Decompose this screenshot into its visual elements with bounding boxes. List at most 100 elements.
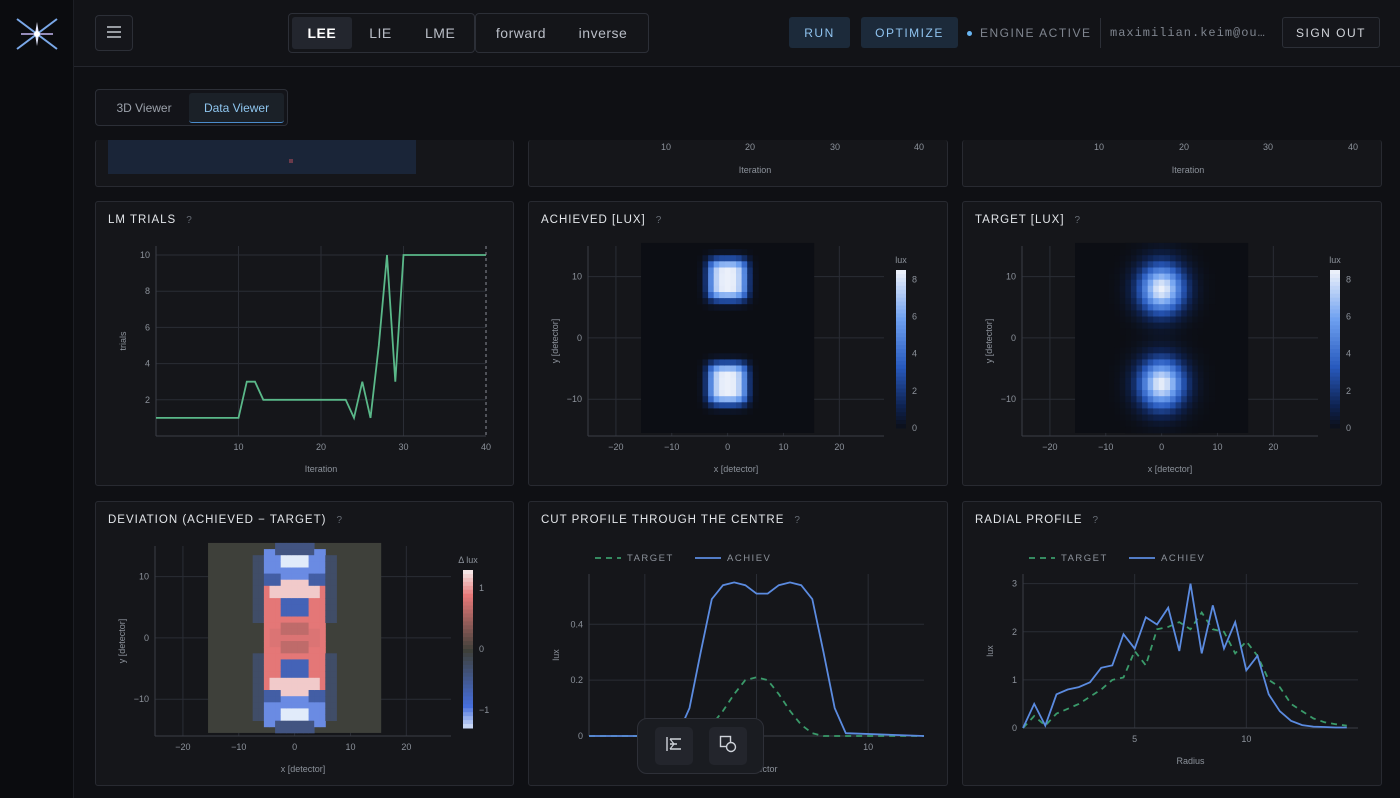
heatmap-cell bbox=[1170, 359, 1176, 366]
heatmap-cell bbox=[291, 720, 298, 728]
heatmap-cell bbox=[1158, 292, 1165, 299]
heatmap-cell bbox=[713, 285, 720, 293]
heatmap-cell bbox=[303, 573, 309, 581]
heatmap-cell bbox=[1125, 267, 1132, 274]
heatmap-cell bbox=[319, 665, 326, 672]
heatmap-cell bbox=[747, 383, 754, 391]
shapes-button[interactable] bbox=[708, 727, 747, 765]
heatmap-cell bbox=[1136, 359, 1143, 366]
heatmap-cell bbox=[730, 353, 737, 360]
heatmap-cell bbox=[747, 377, 754, 385]
heatmap-cell bbox=[1164, 377, 1171, 385]
heatmap-cell bbox=[275, 659, 282, 666]
heatmap-cell bbox=[286, 561, 293, 568]
heatmap-cell bbox=[263, 579, 270, 587]
mode-tab-lee[interactable]: LEE bbox=[292, 17, 352, 49]
heatmap-cell bbox=[747, 255, 754, 262]
colorbar-step bbox=[463, 641, 473, 646]
help-icon[interactable]: ? bbox=[1092, 515, 1100, 526]
heatmap-cell bbox=[1153, 396, 1160, 403]
heatmap-cell bbox=[1119, 383, 1126, 391]
heatmap-cell bbox=[291, 702, 298, 709]
heatmap-cell bbox=[696, 298, 703, 305]
help-icon[interactable]: ? bbox=[794, 515, 801, 526]
legend-label: ACHIEV bbox=[1161, 553, 1205, 564]
heatmap-cell bbox=[724, 249, 731, 256]
heatmap-cell bbox=[280, 647, 287, 654]
align-button[interactable] bbox=[654, 727, 693, 765]
heatmap-cell bbox=[319, 549, 326, 556]
help-icon[interactable]: ? bbox=[186, 215, 193, 226]
heatmap-cell bbox=[747, 390, 754, 397]
direction-tab-inverse[interactable]: inverse bbox=[578, 25, 628, 41]
heatmap-cell bbox=[719, 359, 726, 366]
heatmap-cell bbox=[747, 261, 754, 268]
heatmap-cell bbox=[702, 396, 709, 403]
heatmap-cell bbox=[1136, 334, 1143, 342]
help-icon[interactable]: ? bbox=[1074, 215, 1082, 226]
sign-out-button[interactable]: SIGN OUT bbox=[1282, 17, 1380, 48]
heatmap-cell bbox=[752, 292, 759, 299]
heatmap-cell bbox=[291, 628, 298, 636]
heatmap-cell bbox=[741, 267, 748, 274]
run-button[interactable]: RUN bbox=[789, 17, 850, 48]
x-axis-label: Iteration bbox=[305, 464, 338, 474]
tab-3d-viewer[interactable]: 3D Viewer bbox=[116, 101, 172, 115]
heatmap-cell bbox=[1197, 383, 1204, 391]
heatmap-cell bbox=[741, 353, 748, 360]
heatmap-cell bbox=[1209, 396, 1216, 403]
heatmap-cell bbox=[1170, 328, 1176, 336]
heatmap-cell bbox=[330, 610, 337, 617]
heatmap-cell bbox=[1158, 242, 1165, 250]
heatmap-cell bbox=[258, 696, 265, 703]
direction-tab-forward[interactable]: forward bbox=[495, 25, 547, 41]
heatmap-cell bbox=[1136, 316, 1143, 323]
heatmap-cell bbox=[1114, 408, 1121, 415]
help-icon[interactable]: ? bbox=[336, 515, 344, 526]
heatmap-cell bbox=[319, 702, 326, 709]
y-tick-label: 0.4 bbox=[570, 619, 583, 629]
heatmap-cell bbox=[1158, 328, 1165, 336]
heatmap-cell bbox=[1108, 267, 1115, 274]
heatmap-cell bbox=[303, 585, 309, 593]
heatmap-cell bbox=[1181, 377, 1188, 385]
heatmap-cell bbox=[286, 702, 293, 709]
mode-tab-lme[interactable]: LME bbox=[425, 25, 456, 41]
menu-button[interactable] bbox=[95, 15, 133, 51]
heatmap-cell bbox=[1108, 396, 1115, 403]
tab-data-viewer[interactable]: Data Viewer bbox=[189, 93, 284, 123]
heatmap-cell bbox=[719, 255, 726, 262]
heatmap-cell bbox=[1125, 347, 1132, 354]
help-icon[interactable]: ? bbox=[655, 215, 663, 226]
x-tick-label: −10 bbox=[231, 742, 246, 752]
heatmap-cell bbox=[1136, 267, 1143, 274]
colorbar-tick: 6 bbox=[912, 311, 917, 321]
heatmap-cell bbox=[325, 696, 332, 703]
heatmap-cell bbox=[314, 659, 321, 666]
optimize-button[interactable]: OPTIMIZE bbox=[861, 17, 958, 48]
heatmap-cell bbox=[1125, 426, 1132, 434]
heatmap-cell bbox=[330, 671, 337, 679]
heatmap-cell bbox=[1119, 359, 1126, 366]
heatmap-cell bbox=[286, 542, 293, 550]
heatmap-cell bbox=[275, 616, 282, 623]
heatmap-cell bbox=[1136, 328, 1143, 336]
heatmap-cell bbox=[1192, 390, 1199, 397]
logo-icon[interactable] bbox=[0, 0, 74, 67]
heatmap-cell bbox=[1170, 298, 1176, 305]
heatmap-cell bbox=[1125, 310, 1132, 317]
heatmap-cell bbox=[1108, 273, 1115, 281]
heatmap-cell bbox=[258, 653, 265, 660]
mode-tab-lie[interactable]: LIE bbox=[369, 25, 392, 41]
engine-status: ENGINE ACTIVE bbox=[967, 26, 1092, 40]
heatmap-cell bbox=[286, 641, 293, 648]
heatmap-cell bbox=[1181, 285, 1188, 293]
heatmap-cell bbox=[736, 402, 742, 409]
heatmap-cell bbox=[696, 402, 703, 409]
heatmap-cell bbox=[1181, 328, 1188, 336]
heatmap-cell bbox=[1170, 377, 1176, 385]
heatmap-cell bbox=[1209, 402, 1216, 409]
heatmap-cell bbox=[1181, 310, 1188, 317]
heatmap-cell bbox=[258, 579, 265, 587]
heatmap-cell bbox=[319, 628, 326, 636]
